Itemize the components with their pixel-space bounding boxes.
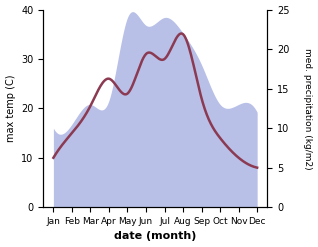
Y-axis label: max temp (C): max temp (C) (5, 75, 16, 142)
X-axis label: date (month): date (month) (114, 231, 197, 242)
Y-axis label: med. precipitation (kg/m2): med. precipitation (kg/m2) (303, 48, 313, 169)
